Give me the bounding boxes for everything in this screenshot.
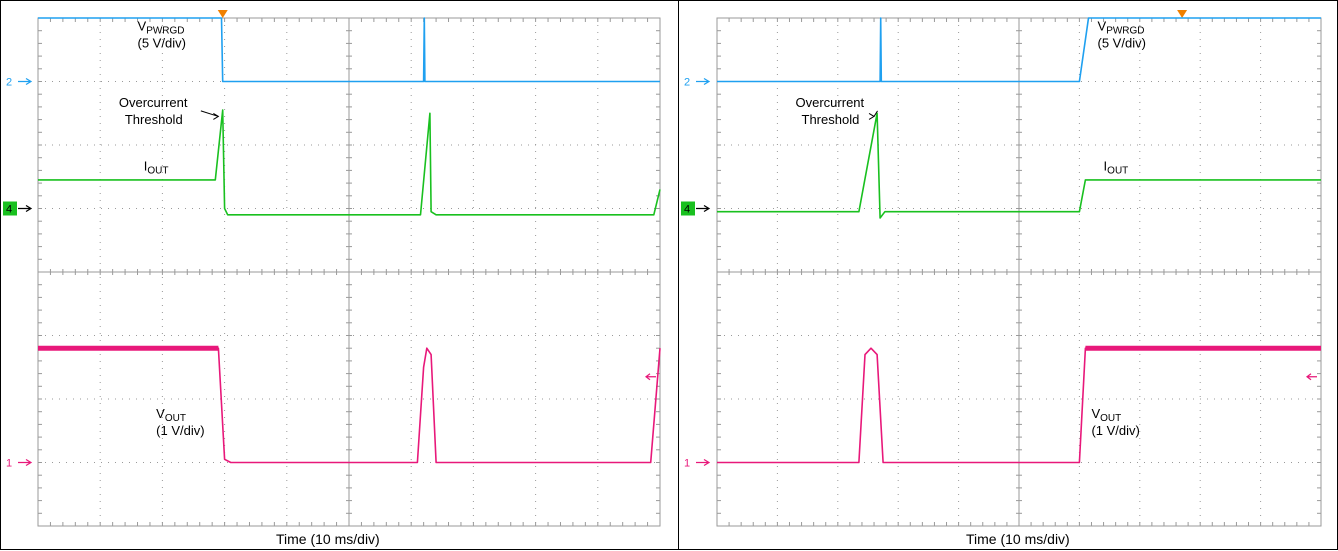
annotation-line2: Threshold: [802, 112, 860, 127]
trigger-marker: [217, 10, 228, 18]
channel-marker-label: 1: [684, 458, 690, 470]
annotation-line2: (1 V/div): [156, 423, 204, 438]
channel-marker-label: 1: [6, 458, 12, 470]
x-axis-label-left: Time (10 ms/div): [276, 531, 380, 547]
annotation-main: I: [144, 158, 148, 173]
scope-panel-left: 2 4 1 VPWRGD (5 V/div) Overcurrent Threshold IO…: [0, 0, 679, 550]
annotation-main: V: [1098, 19, 1107, 34]
annotation-main: V: [1091, 406, 1100, 421]
annotation-line2: Threshold: [125, 112, 183, 127]
channel-marker-arrow: [18, 204, 33, 213]
threshold-arrow: [868, 110, 878, 120]
channel-marker-arrow: [18, 77, 33, 86]
annotation-label: IOUT: [144, 158, 169, 176]
annotation-sub: OUT: [165, 413, 186, 424]
channel-marker-label: 4: [684, 204, 690, 216]
trace-iout: [38, 109, 661, 216]
annotation-main: Overcurrent: [796, 95, 865, 110]
annotation-label: Overcurrent: [119, 95, 188, 110]
channel-marker-label: 2: [6, 77, 12, 89]
annotation-sub: PWRGD: [1106, 26, 1144, 37]
annotation-main: Overcurrent: [119, 95, 188, 110]
channel-marker-label: 4: [6, 204, 12, 216]
annotation-line2: (5 V/div): [138, 36, 186, 51]
trace-vout: [38, 347, 661, 464]
annotation-label: VPWRGD: [138, 19, 185, 37]
annotation-label: VOUT: [1091, 406, 1121, 424]
annotation-label: VPWRGD: [1098, 19, 1145, 37]
x-axis-label-right: Time (10 ms/div): [966, 531, 1070, 547]
trigger-marker: [1177, 10, 1188, 18]
threshold-arrow: [200, 110, 220, 120]
channel-marker-label: 2: [684, 77, 690, 89]
vout-offset-arrow: [1306, 373, 1317, 381]
channel-4-marker-box: [3, 201, 17, 216]
trace-vpwrgd: [38, 17, 660, 83]
annotation-main: V: [156, 406, 165, 421]
annotation-label: VOUT: [156, 406, 186, 424]
annotation-sub: PWRGD: [146, 26, 184, 37]
annotation-sub: OUT: [1100, 413, 1121, 424]
trace-iout: [717, 112, 1321, 219]
annotation-label: Overcurrent: [796, 95, 865, 110]
annotation-label: IOUT: [1104, 158, 1129, 176]
annotation-main: V: [138, 19, 147, 34]
trace-vout: [717, 347, 1321, 464]
channel-marker-arrow: [696, 458, 711, 467]
annotation-main: I: [1104, 158, 1108, 173]
trace-vpwrgd: [717, 17, 1321, 83]
annotation-sub: OUT: [1107, 165, 1128, 176]
scope-panel-right: 2 4 1 VPWRGD (5 V/div) Overcurrent Threshold IO…: [678, 0, 1338, 550]
channel-marker-arrow: [696, 204, 711, 213]
annotation-sub: OUT: [147, 165, 168, 176]
channel-marker-arrow: [696, 77, 711, 86]
annotation-line2: (5 V/div): [1098, 36, 1146, 51]
channel-4-marker-box: [681, 201, 695, 216]
channel-marker-arrow: [18, 458, 33, 467]
vout-offset-arrow: [645, 373, 656, 381]
annotation-line2: (1 V/div): [1091, 423, 1139, 438]
